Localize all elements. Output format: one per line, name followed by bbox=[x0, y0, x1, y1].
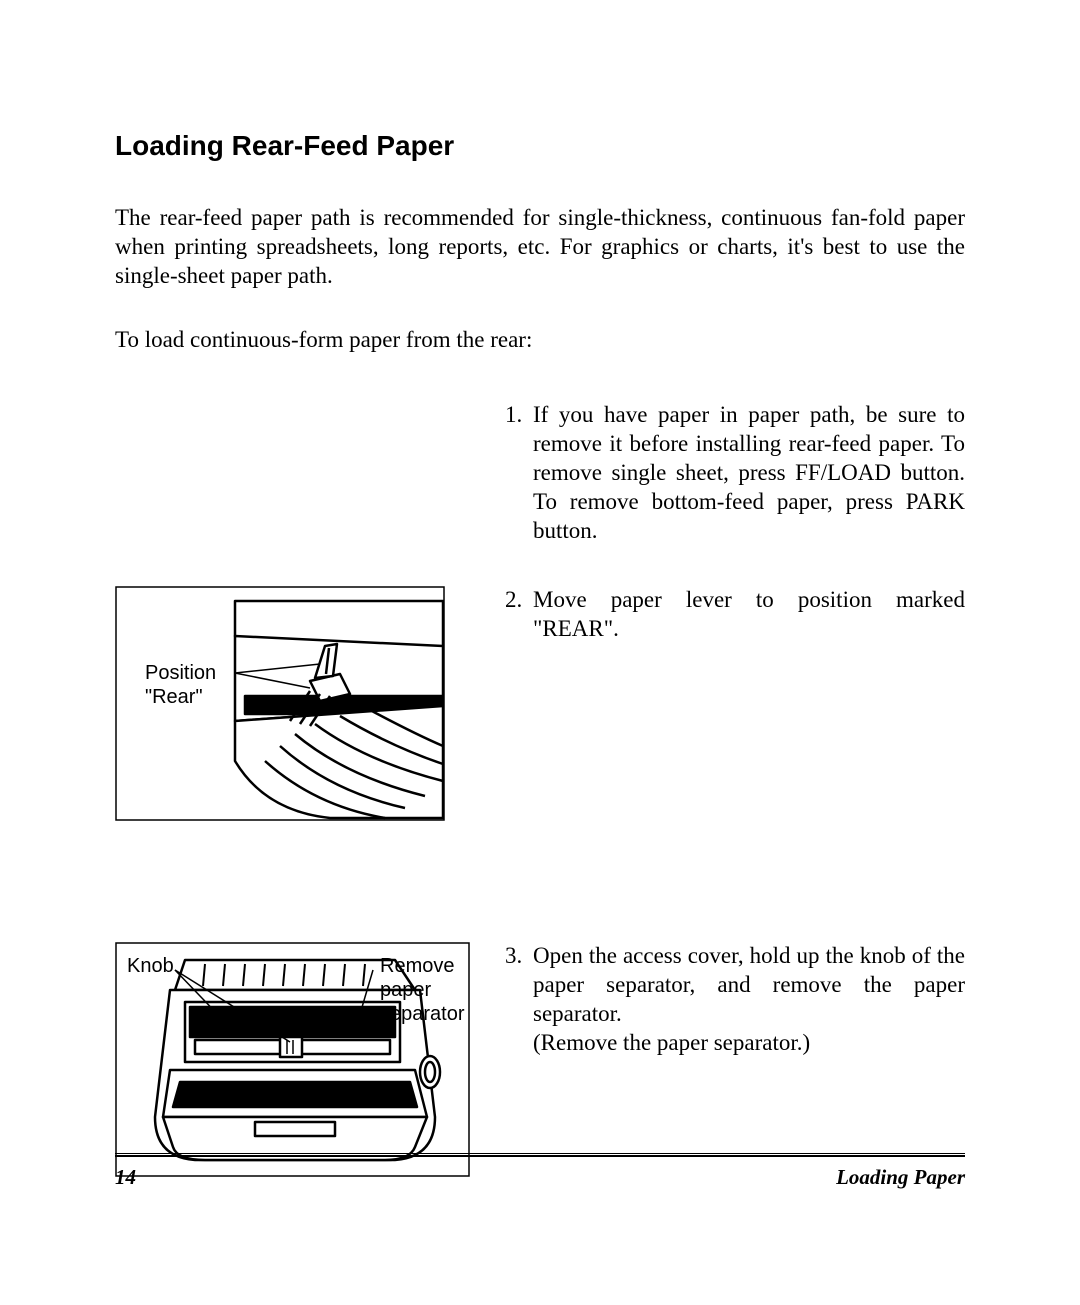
figure-2: Knob Remove paper separator bbox=[115, 942, 470, 1182]
page-footer: 14 Loading Paper bbox=[115, 1153, 965, 1190]
figure-1-label-line1: Position bbox=[145, 662, 216, 684]
figure-2-label-r1: Remove bbox=[380, 955, 454, 977]
step-2-number: 2. bbox=[505, 586, 533, 644]
figure-2-label-knob: Knob bbox=[127, 954, 174, 978]
section-heading: Loading Rear-Feed Paper bbox=[115, 130, 965, 162]
figure-1: Position "Rear" bbox=[115, 586, 445, 874]
row-step-3: Knob Remove paper separator 3. Open the … bbox=[115, 942, 965, 1182]
page: Loading Rear-Feed Paper The rear-feed pa… bbox=[0, 0, 1080, 1305]
step-3-body: Open the access cover, hold up the knob … bbox=[533, 942, 965, 1058]
row-step-2: Position "Rear" 2. Move paper lever to p… bbox=[115, 586, 965, 874]
row-step-1: 1. If you have paper in paper path, be s… bbox=[115, 401, 965, 558]
figure-2-label-separator: Remove paper separator bbox=[380, 954, 470, 1026]
footer-row: 14 Loading Paper bbox=[115, 1165, 965, 1190]
text-column-3: 3. Open the access cover, hold up the kn… bbox=[485, 942, 965, 1070]
text-column-1: 1. If you have paper in paper path, be s… bbox=[485, 401, 965, 558]
section-title-footer: Loading Paper bbox=[836, 1165, 965, 1190]
lead-sentence: To load continuous-form paper from the r… bbox=[115, 327, 965, 353]
figure-1-column: Position "Rear" bbox=[115, 586, 485, 874]
figure-1-label: Position "Rear" bbox=[145, 661, 235, 709]
page-number: 14 bbox=[115, 1165, 136, 1190]
step-3-number: 3. bbox=[505, 942, 533, 1058]
figure-2-column: Knob Remove paper separator bbox=[115, 942, 485, 1182]
step-2: 2. Move paper lever to position marked "… bbox=[505, 586, 965, 644]
spacer bbox=[115, 902, 965, 942]
intro-paragraph: The rear-feed paper path is recommended … bbox=[115, 204, 965, 291]
figure-1-label-line2: "Rear" bbox=[145, 686, 203, 708]
step-3-sub: (Remove the paper separator.) bbox=[533, 1030, 810, 1055]
figure-2-label-r3: separator bbox=[380, 1003, 465, 1025]
step-1: 1. If you have paper in paper path, be s… bbox=[505, 401, 965, 546]
footer-rule bbox=[115, 1153, 965, 1157]
step-3: 3. Open the access cover, hold up the kn… bbox=[505, 942, 965, 1058]
step-1-text: If you have paper in paper path, be sure… bbox=[533, 401, 965, 546]
step-3-text: Open the access cover, hold up the knob … bbox=[533, 943, 965, 1026]
text-column-2: 2. Move paper lever to position marked "… bbox=[485, 586, 965, 656]
step-1-number: 1. bbox=[505, 401, 533, 546]
step-2-text: Move paper lever to position marked "REA… bbox=[533, 586, 965, 644]
figure-2-label-r2: paper bbox=[380, 979, 431, 1001]
